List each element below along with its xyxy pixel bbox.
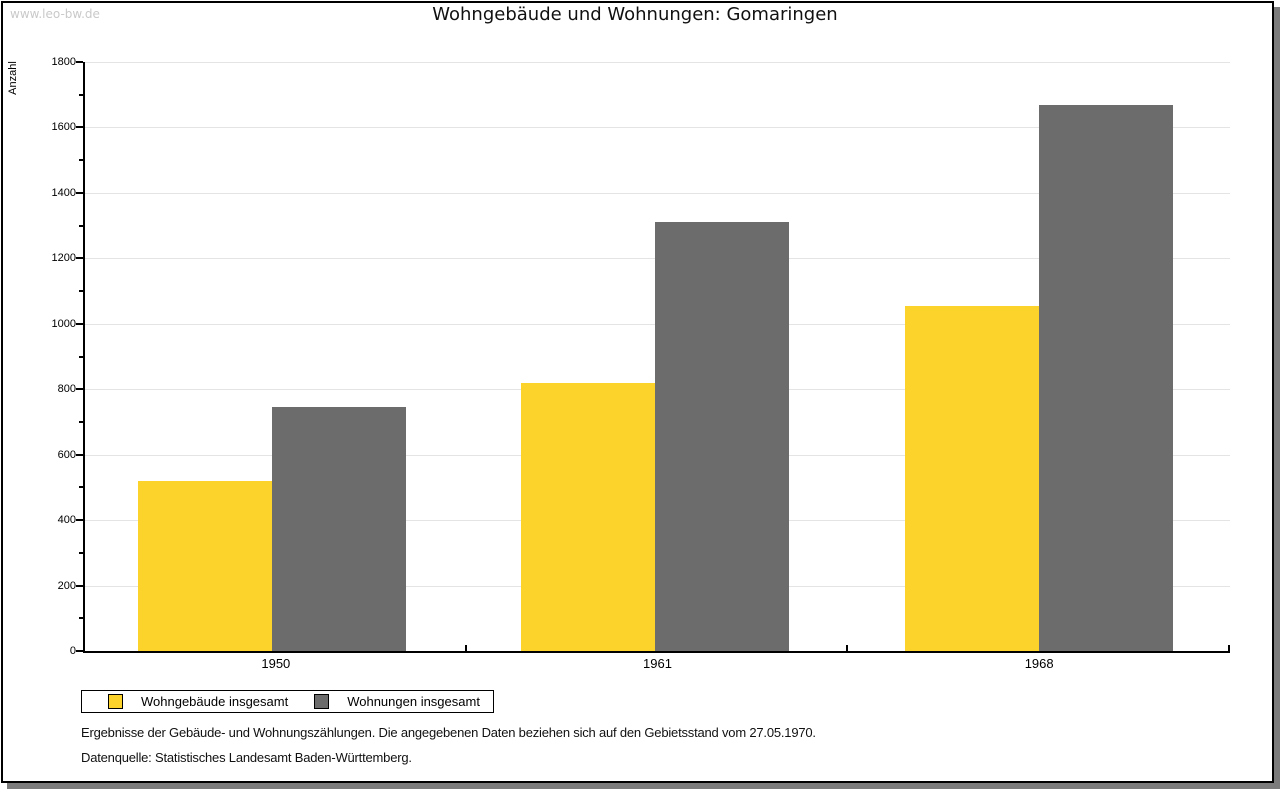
y-axis-minor-tick [79, 159, 83, 162]
y-tick-label: 1200 [51, 252, 76, 265]
y-axis-major-tick [76, 126, 83, 129]
x-tick-label: 1950 [261, 656, 291, 671]
y-axis-major-tick [76, 584, 83, 587]
y-axis-minor-tick [79, 224, 83, 227]
bar-wohnungen-1968 [1039, 105, 1173, 651]
y-tick-label: 200 [57, 579, 76, 592]
y-tick-label: 400 [57, 514, 76, 527]
watermark: www.leo-bw.de [10, 7, 100, 21]
x-axis-tick [846, 645, 848, 651]
bar-wohnungen-1950 [272, 407, 406, 651]
y-axis-major-tick [76, 322, 83, 325]
y-tick-label: 1600 [51, 121, 76, 134]
y-axis-major-tick [76, 388, 83, 391]
legend-label: Wohngebäude insgesamt [141, 694, 289, 709]
legend-swatch-gray-icon [314, 694, 330, 709]
x-tick-label: 1961 [643, 656, 672, 671]
y-axis-minor-tick [79, 355, 83, 358]
bar-wohnungen-1961 [655, 222, 789, 651]
y-tick-label: 1400 [51, 186, 76, 199]
bar-wohngebaeude-1950 [138, 481, 272, 651]
y-tick-label: 1800 [51, 56, 76, 68]
chart-title: Wohngebäude und Wohnungen: Gomaringen [432, 4, 838, 25]
y-axis-major-tick [76, 191, 83, 194]
y-axis-minor-tick [79, 93, 83, 96]
y-tick-label: 600 [57, 448, 76, 461]
y-axis-major-tick [76, 257, 83, 260]
legend-entry-wohngebaeude: Wohngebäude insgesamt [108, 694, 288, 709]
y-tick-label: 1000 [51, 317, 76, 330]
legend-entry-wohnungen: Wohnungen insgesamt [314, 694, 480, 709]
x-axis-tick [465, 645, 467, 651]
y-axis-minor-tick [79, 290, 83, 293]
x-tick-label: 1968 [1024, 656, 1054, 671]
plot-area [76, 61, 1230, 653]
footnote-source-note: Ergebnisse der Gebäude- und Wohnungszähl… [81, 725, 816, 740]
y-axis-major-tick [76, 519, 83, 522]
legend: Wohngebäude insgesamt Wohnungen insgesam… [81, 690, 494, 713]
y-axis-major-tick [76, 453, 83, 456]
y-axis-minor-tick [79, 617, 83, 620]
footnote-data-source: Datenquelle: Statistisches Landesamt Bad… [81, 750, 412, 765]
y-axis-minor-tick [79, 551, 83, 554]
gridline [85, 192, 1230, 194]
y-axis-minor-tick [79, 420, 83, 423]
gridline [85, 127, 1230, 129]
y-tick-label: 0 [69, 645, 76, 657]
bar-wohngebaeude-1961 [521, 383, 655, 651]
x-axis-tick [1228, 645, 1230, 651]
y-axis-major-tick [76, 61, 83, 63]
y-axis-major-tick [76, 650, 83, 652]
y-tick-label: 800 [57, 383, 76, 396]
y-axis-minor-tick [79, 486, 83, 489]
bar-wohngebaeude-1968 [905, 306, 1039, 651]
gridline [85, 62, 1230, 63]
legend-label: Wohnungen insgesamt [347, 694, 480, 709]
legend-swatch-yellow-icon [108, 694, 123, 709]
